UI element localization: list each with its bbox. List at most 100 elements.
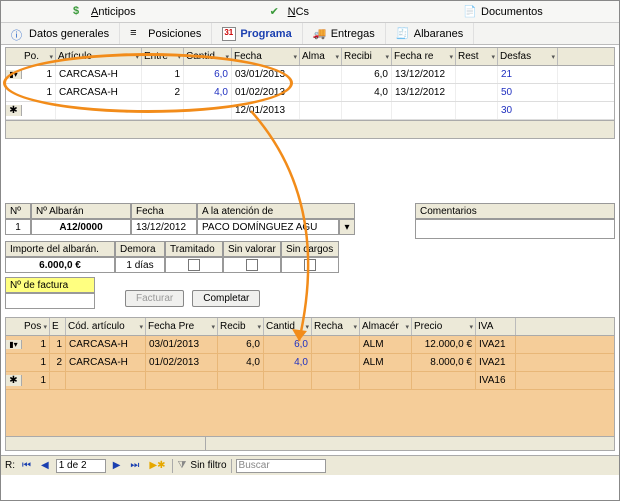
col-fecha[interactable]: Fecha▾ — [232, 48, 300, 65]
comentarios-label: Comentarios — [415, 203, 615, 219]
cell — [218, 372, 264, 389]
nfactura-val[interactable] — [5, 293, 95, 309]
col-pos[interactable]: Po.▾ — [22, 48, 56, 65]
row-new[interactable]: ✱ — [6, 375, 22, 386]
cell: ALM — [360, 354, 412, 371]
cell — [456, 102, 498, 119]
no-val[interactable]: 1 — [5, 219, 31, 235]
cell: 03/01/2013 — [146, 336, 218, 353]
table-row[interactable]: ✱ 12/01/2013 30 — [6, 102, 614, 120]
importe-val[interactable]: 6.000,0 € — [5, 257, 115, 273]
col2-recha[interactable]: Recha▾ — [312, 318, 360, 335]
document-icon: 📄 — [463, 5, 477, 19]
cell: IVA21 — [476, 336, 516, 353]
cell: 13/12/2012 — [392, 84, 456, 101]
atencion-val[interactable]: PACO DOMÍNGUEZ AGU — [197, 219, 339, 235]
nav-first[interactable]: ⏮ — [19, 460, 34, 471]
anticipos-btn[interactable]: $ Anticipos — [61, 1, 148, 22]
cell — [392, 102, 456, 119]
albaran-label: Nº Albarán — [31, 203, 131, 219]
cell: 1 — [142, 66, 184, 83]
check-icon: ✔ — [270, 5, 284, 19]
row-new[interactable]: ✱ — [6, 105, 22, 116]
sincargos-chk[interactable] — [281, 257, 339, 273]
tab-programa-label: Programa — [240, 28, 291, 40]
col2-e[interactable]: E — [50, 318, 66, 335]
nav-prev[interactable]: ◀ — [38, 460, 52, 471]
ncs-btn[interactable]: ✔ NCs — [258, 1, 321, 22]
nav-next[interactable]: ▶ — [110, 460, 124, 471]
cell — [312, 354, 360, 371]
col-cantid[interactable]: Cantid▾ — [184, 48, 232, 65]
cell — [360, 372, 412, 389]
col2-recib[interactable]: Recib▾ — [218, 318, 264, 335]
cell: 12/01/2013 — [232, 102, 300, 119]
tab-albaranes[interactable]: 🧾 Albaranes — [386, 23, 475, 44]
search-input[interactable] — [236, 459, 326, 473]
tab-datos[interactable]: ⓘ Datos generales — [1, 23, 120, 44]
cell — [456, 66, 498, 83]
nav-position[interactable] — [56, 459, 106, 473]
row-selector[interactable]: ▮▾ — [6, 340, 22, 349]
tramitado-chk[interactable] — [165, 257, 223, 273]
tab-posiciones[interactable]: ≡ Posiciones — [120, 23, 212, 44]
table-row[interactable]: ▮▾ 1 CARCASA-H 1 6,0 03/01/2013 6,0 13/1… — [6, 66, 614, 84]
col2-cantid[interactable]: Cantid▾ — [264, 318, 312, 335]
albaran-val[interactable]: A12/0000 — [31, 219, 131, 235]
col-recibi[interactable]: Recibi▾ — [342, 48, 392, 65]
grid-detail-header: Pos▾ E Cód. artículo▾ Fecha Pre▾ Recib▾ … — [6, 318, 614, 336]
tab-albaranes-label: Albaranes — [414, 28, 464, 40]
col-fechare[interactable]: Fecha re▾ — [392, 48, 456, 65]
atencion-label: A la atención de — [197, 203, 355, 219]
table-row[interactable]: 1 CARCASA-H 2 4,0 01/02/2013 4,0 13/12/2… — [6, 84, 614, 102]
col2-iva[interactable]: IVA — [476, 318, 516, 335]
col2-precio[interactable]: Precio▾ — [412, 318, 476, 335]
col-articulo[interactable]: Artículo▾ — [56, 48, 142, 65]
filter-label[interactable]: Sin filtro — [190, 460, 226, 471]
tab-programa[interactable]: 31 Programa — [212, 23, 302, 44]
info-icon: ⓘ — [11, 27, 25, 41]
sincargos-label: Sin cargos — [281, 241, 339, 257]
cell — [50, 372, 66, 389]
demora-val[interactable]: 1 días — [115, 257, 165, 273]
cell — [300, 66, 342, 83]
cell — [264, 372, 312, 389]
sinvalorar-chk[interactable] — [223, 257, 281, 273]
cell: CARCASA-H — [66, 354, 146, 371]
col2-cod[interactable]: Cód. artículo▾ — [66, 318, 146, 335]
tab-entregas[interactable]: 🚚 Entregas — [303, 23, 386, 44]
col-alma[interactable]: Alma▾ — [300, 48, 342, 65]
dropdown-icon[interactable]: ▾ — [339, 219, 355, 235]
cell — [66, 372, 146, 389]
table-row[interactable]: 1 2 CARCASA-H 01/02/2013 4,0 4,0 ALM 8.0… — [6, 354, 614, 372]
tab-posiciones-label: Posiciones — [148, 28, 201, 40]
cell: 1 — [22, 66, 56, 83]
facturar-button[interactable]: Facturar — [125, 290, 184, 307]
cell: 1 — [50, 336, 66, 353]
cell — [456, 84, 498, 101]
col2-fechapre[interactable]: Fecha Pre▾ — [146, 318, 218, 335]
filter-icon[interactable]: ⧩ — [177, 460, 186, 471]
nav-new[interactable]: ▶✱ — [146, 460, 168, 471]
record-navigator: R: ⏮ ◀ ▶ ⏭ ▶✱ ⧩ Sin filtro — [1, 455, 619, 475]
cell: 6,0 — [184, 66, 232, 83]
grid-detail: Pos▾ E Cód. artículo▾ Fecha Pre▾ Recib▾ … — [5, 317, 615, 451]
col-entre[interactable]: Entre▾ — [142, 48, 184, 65]
table-row[interactable]: ▮▾ 1 1 CARCASA-H 03/01/2013 6,0 6,0 ALM … — [6, 336, 614, 354]
cell — [300, 102, 342, 119]
nav-last[interactable]: ⏭ — [127, 460, 142, 471]
col2-almacen[interactable]: Almacér▾ — [360, 318, 412, 335]
completar-button[interactable]: Completar — [192, 290, 260, 307]
table-row[interactable]: ✱ 1 IVA16 — [6, 372, 614, 390]
col-desfas[interactable]: Desfas▾ — [498, 48, 558, 65]
col2-pos[interactable]: Pos▾ — [22, 318, 50, 335]
tab-bar: ⓘ Datos generales ≡ Posiciones 31 Progra… — [1, 23, 619, 45]
col-rest[interactable]: Rest▾ — [456, 48, 498, 65]
cell: 4,0 — [264, 354, 312, 371]
grid-programa-header: Po.▾ Artículo▾ Entre▾ Cantid▾ Fecha▾ Alm… — [6, 48, 614, 66]
documentos-btn[interactable]: 📄 Documentos — [451, 1, 555, 22]
cell: ALM — [360, 336, 412, 353]
comentarios-val[interactable] — [415, 219, 615, 239]
row-selector[interactable]: ▮▾ — [6, 70, 22, 79]
fecha-val[interactable]: 13/12/2012 — [131, 219, 197, 235]
